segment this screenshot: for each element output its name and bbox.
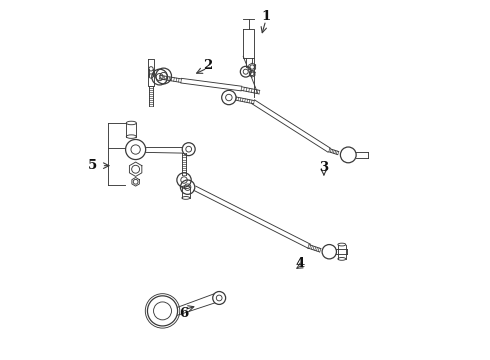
- Text: 5: 5: [88, 159, 97, 172]
- Text: 4: 4: [296, 257, 305, 270]
- Text: 6: 6: [179, 307, 189, 320]
- Text: 3: 3: [319, 161, 328, 174]
- Text: 1: 1: [261, 10, 270, 23]
- Text: 2: 2: [203, 59, 212, 72]
